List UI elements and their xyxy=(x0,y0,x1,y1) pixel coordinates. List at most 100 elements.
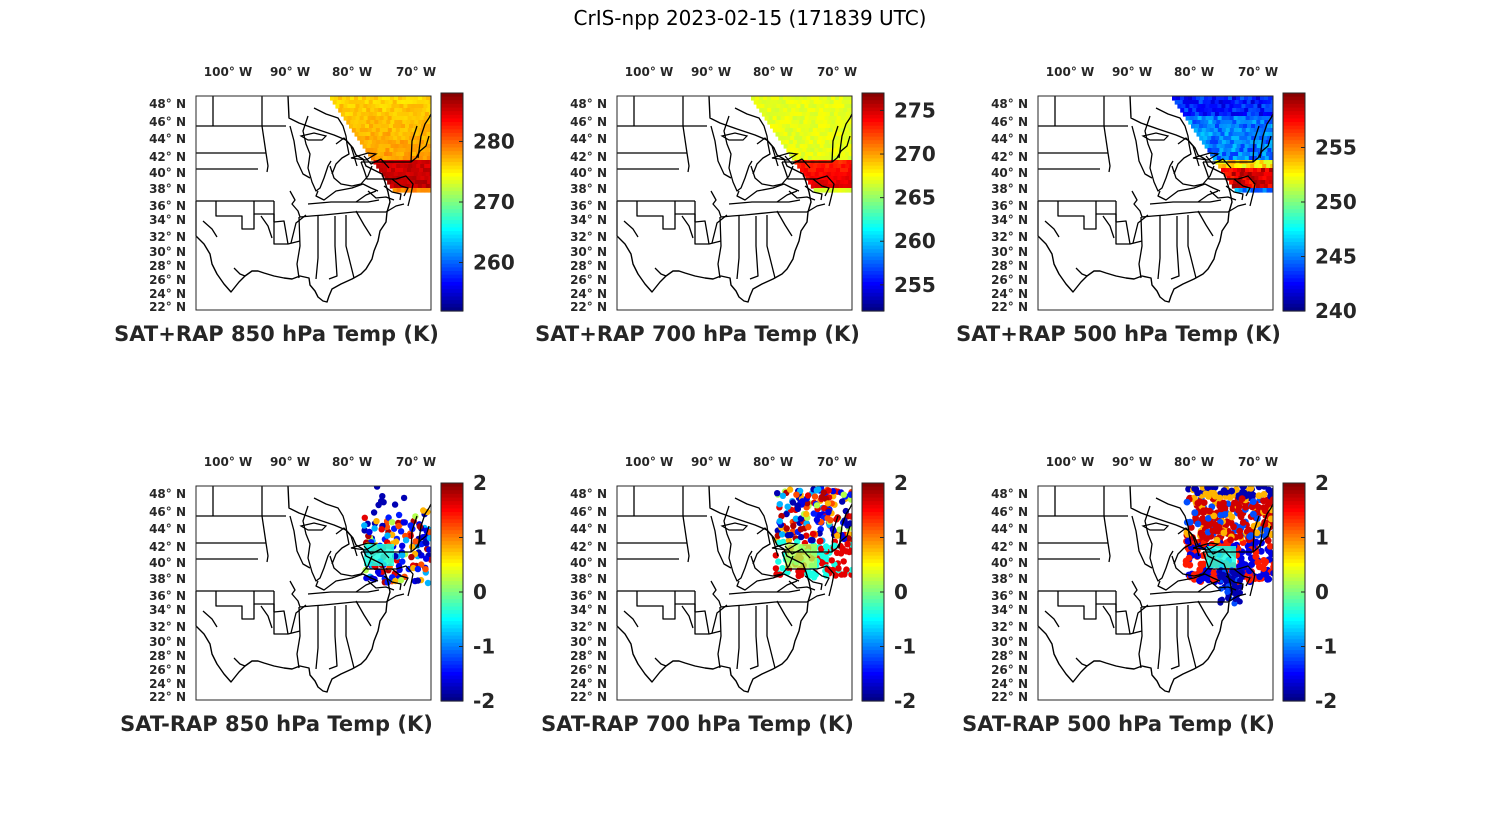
swath-pixel xyxy=(817,152,822,157)
swath-pixel xyxy=(1254,112,1260,117)
diff-point xyxy=(422,538,429,546)
swath-pixel xyxy=(354,132,360,137)
state-border xyxy=(315,606,319,670)
swath-pixel xyxy=(416,100,422,105)
colorbar-segment xyxy=(441,125,463,130)
swath-pixel xyxy=(1227,172,1233,177)
swath-pixel xyxy=(801,100,807,105)
longitude-tick-label: 70° W xyxy=(1238,455,1278,469)
swath-pixel xyxy=(355,128,361,133)
diff-point xyxy=(1239,519,1247,526)
state-border xyxy=(711,214,728,244)
swath-pixel xyxy=(819,132,825,137)
swath-pixel xyxy=(1265,168,1270,173)
map-axes xyxy=(616,485,853,701)
swath-pixel xyxy=(358,108,363,113)
colorbar-segment xyxy=(862,281,884,287)
colorbar-segment xyxy=(862,628,884,633)
swath-pixel xyxy=(1191,124,1196,129)
colorbar-segment xyxy=(862,205,884,210)
swath-pixel xyxy=(834,136,839,141)
swath-pixel xyxy=(821,176,826,181)
swath-pixel xyxy=(408,152,413,157)
swath-pixel xyxy=(832,140,838,145)
colorbar-segment xyxy=(862,504,884,510)
colorbar-segment xyxy=(862,486,884,491)
swath-pixel xyxy=(1261,104,1266,109)
colorbar-segment xyxy=(441,559,463,564)
swath-pixel xyxy=(816,116,822,121)
swath-pixel xyxy=(832,128,838,133)
swath-pixel xyxy=(404,112,410,117)
colorbar-segment xyxy=(441,548,463,553)
swath-pixel xyxy=(1236,120,1241,125)
swath-pixel xyxy=(794,148,799,153)
latitude-tick-label: 44° N xyxy=(570,522,607,536)
swath-pixel xyxy=(1197,104,1202,109)
swath-pixel xyxy=(1212,156,1218,161)
colorbar-segment xyxy=(862,483,884,488)
diff-point xyxy=(1252,553,1260,560)
swath-pixel xyxy=(788,116,794,121)
colorbar-segment xyxy=(441,584,463,589)
swath-pixel xyxy=(340,100,346,105)
state-border xyxy=(776,190,798,203)
state-border xyxy=(361,525,430,553)
swath-pixel xyxy=(1274,116,1279,121)
swath-pixel xyxy=(819,120,824,125)
swath-pixel xyxy=(828,180,833,185)
colorbar-segment xyxy=(441,154,463,159)
swath-pixel xyxy=(368,100,374,105)
state-border xyxy=(728,589,801,595)
swath-pixel xyxy=(403,168,408,173)
longitude-tick-label: 90° W xyxy=(270,65,310,79)
diff-point xyxy=(1194,520,1202,528)
colorbar-segment xyxy=(1283,541,1305,546)
swath-pixel xyxy=(425,136,430,141)
latitude-tick-label: 32° N xyxy=(149,230,186,244)
state-border xyxy=(1171,165,1215,187)
swath-pixel xyxy=(784,140,790,145)
swath-pixel xyxy=(784,104,789,109)
diff-point xyxy=(776,501,783,508)
diff-point xyxy=(1237,589,1243,596)
lake-erie xyxy=(350,542,378,551)
swath-pixel xyxy=(1244,156,1250,161)
colorbar-segment xyxy=(862,595,884,600)
swath-pixel xyxy=(1246,152,1251,157)
swath-pixel xyxy=(824,168,829,173)
state-border xyxy=(215,201,255,230)
swath-pixel xyxy=(1245,128,1251,133)
swath-pixel xyxy=(1241,116,1247,121)
swath-pixel xyxy=(1257,116,1263,121)
swath-pixel xyxy=(1265,140,1271,145)
swath-pixel xyxy=(422,108,427,113)
swath-pixel xyxy=(1226,100,1232,105)
longitude-tick-label: 90° W xyxy=(1112,65,1152,79)
colorbar-frame xyxy=(861,92,885,312)
state-border xyxy=(654,267,667,277)
swath-pixel xyxy=(846,136,851,141)
diff-point xyxy=(400,519,407,526)
swath-pixel xyxy=(795,108,800,113)
colorbar-tick-label: -2 xyxy=(473,689,495,713)
swath-pixel xyxy=(411,168,416,173)
swath-pixel xyxy=(406,120,411,125)
swath-pixel xyxy=(1249,128,1255,133)
swath-pixel xyxy=(812,104,817,109)
colorbar-segment xyxy=(1283,675,1305,680)
latitude-tick-label: 38° N xyxy=(570,182,607,196)
colorbar-segment xyxy=(862,267,884,272)
swath-pixel xyxy=(804,116,810,121)
swath-pixel xyxy=(411,116,417,121)
swath-pixel xyxy=(775,120,780,125)
swath-pixel xyxy=(1244,120,1249,125)
swath-pixel xyxy=(811,96,816,101)
diff-point xyxy=(1202,574,1210,582)
latitude-tick-label: 46° N xyxy=(149,115,186,129)
state-border xyxy=(1202,161,1256,207)
swath-pixel xyxy=(809,112,815,117)
swath-pixel xyxy=(377,124,382,129)
swath-pixel xyxy=(370,144,376,149)
